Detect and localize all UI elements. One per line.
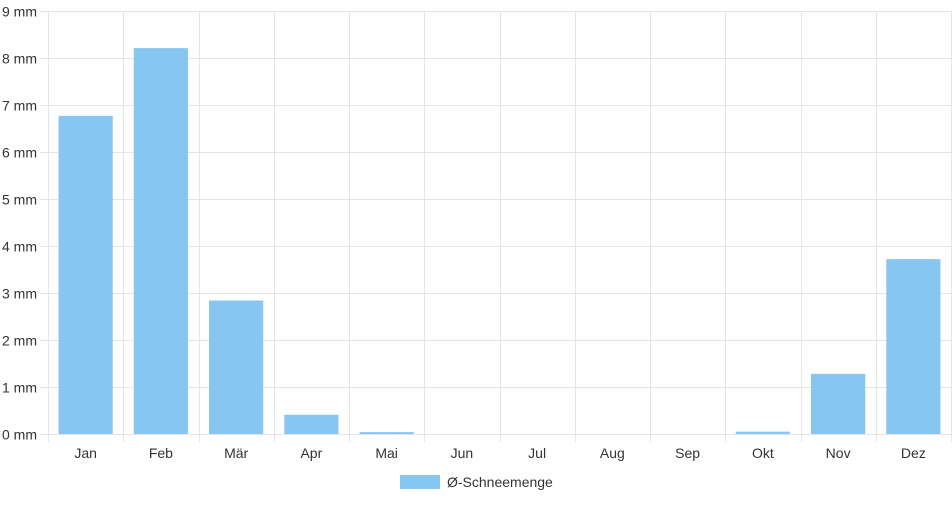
- x-tick-label: Okt: [752, 445, 774, 461]
- bar-dez[interactable]: [886, 259, 941, 434]
- bar-okt[interactable]: [735, 431, 790, 434]
- y-tick-label: 9 mm: [2, 4, 37, 20]
- y-tick-label: 4 mm: [2, 239, 37, 255]
- bars: [58, 48, 941, 434]
- bar-mai[interactable]: [359, 432, 414, 434]
- y-tick-label: 5 mm: [2, 192, 37, 208]
- bar-nov[interactable]: [811, 373, 866, 434]
- x-tick-label: Mai: [375, 445, 398, 461]
- bar-mär[interactable]: [209, 300, 264, 434]
- x-tick-label: Apr: [300, 445, 322, 461]
- x-tick-label: Dez: [901, 445, 926, 461]
- x-tick-label: Sep: [675, 445, 700, 461]
- legend[interactable]: Ø-Schneemenge: [400, 474, 553, 490]
- bar-apr[interactable]: [284, 414, 339, 434]
- x-tick-label: Aug: [600, 445, 625, 461]
- y-tick-label: 1 mm: [2, 380, 37, 396]
- y-tick-label: 6 mm: [2, 145, 37, 161]
- bar-jan[interactable]: [58, 115, 113, 434]
- y-tick-label: 7 mm: [2, 98, 37, 114]
- legend-swatch[interactable]: [400, 475, 440, 489]
- legend-label[interactable]: Ø-Schneemenge: [447, 474, 553, 490]
- y-tick-label: 3 mm: [2, 286, 37, 302]
- x-tick-label: Nov: [826, 445, 851, 461]
- bar-feb[interactable]: [133, 48, 188, 434]
- axes: 0 mm 1 mm 2 mm 3 mm 4 mm 5 mm 6 mm 7 mm 8 mm 9 mm…: [2, 4, 926, 462]
- x-tick-label: Feb: [149, 445, 173, 461]
- y-tick-label: 8 mm: [2, 51, 37, 67]
- x-tick-label: Mär: [224, 445, 248, 461]
- x-tick-label: Jun: [451, 445, 474, 461]
- y-tick-label: 0 mm: [2, 427, 37, 443]
- x-tick-label: Jul: [528, 445, 546, 461]
- x-tick-label: Jan: [74, 445, 97, 461]
- y-tick-label: 2 mm: [2, 333, 37, 349]
